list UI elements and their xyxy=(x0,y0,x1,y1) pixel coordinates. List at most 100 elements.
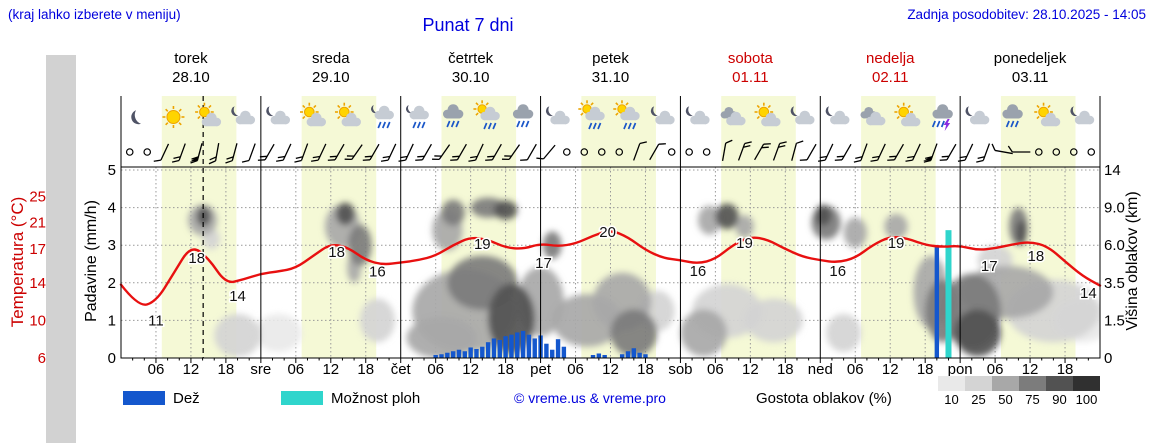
rain-bar xyxy=(596,353,602,358)
rain-bar xyxy=(934,247,940,358)
weather-icon-storm xyxy=(931,104,953,131)
hour-tick-label: 06 xyxy=(707,361,724,378)
rain-bar xyxy=(439,354,444,358)
rain-tick: 1 xyxy=(108,312,116,329)
weather-icon-sun xyxy=(162,106,185,128)
rain-legend-swatch xyxy=(123,391,165,405)
wind-barb-icon xyxy=(415,143,433,161)
rain-tick: 3 xyxy=(108,237,116,254)
cloud-tick: 6.0 xyxy=(1104,237,1125,254)
temp-value-label: 19 xyxy=(888,235,905,252)
temp-value-label: 11 xyxy=(148,312,164,329)
rain-bar xyxy=(468,347,473,358)
day-header: četrtek 30.10 xyxy=(401,49,541,87)
copyright: © vreme.us & vreme.pro xyxy=(514,390,666,406)
cloud-tick: 3.5 xyxy=(1104,275,1125,292)
wind-barb-icon xyxy=(171,143,186,163)
day-name: sreda xyxy=(312,50,350,67)
wind-barb-icon xyxy=(870,143,886,162)
weather-icon-sun-cloud xyxy=(1034,102,1061,127)
day-abbr-label: pon xyxy=(948,361,973,378)
wind-barb-icon xyxy=(536,144,556,160)
wind-barb-icon xyxy=(241,143,256,163)
wind-barb-icon xyxy=(957,143,974,162)
weather-icon-rain xyxy=(512,104,534,128)
rain-bar xyxy=(450,351,456,358)
weather-icon-rain xyxy=(442,104,464,128)
wind-barb-icon xyxy=(721,139,733,161)
rain-tick: 2 xyxy=(108,275,116,292)
weather-icon-cloud xyxy=(720,106,746,126)
rain-bar xyxy=(433,354,438,358)
wind-calm-icon xyxy=(1052,148,1061,156)
weather-icon-cloud-moon xyxy=(825,106,850,125)
day-name: nedelja xyxy=(866,50,915,67)
wind-barb-icon xyxy=(294,143,309,163)
hour-tick-label: 12 xyxy=(462,361,479,378)
wind-barb-icon xyxy=(327,143,345,161)
wind-barb-icon xyxy=(853,143,868,163)
day-name: sobota xyxy=(727,50,773,67)
temp-value-label: 14 xyxy=(1080,285,1097,302)
hour-tick-label: 18 xyxy=(218,361,235,378)
weather-icon-sun-rain xyxy=(473,100,500,130)
day-header: ponedeljek 03.11 xyxy=(960,49,1100,87)
cloud-tick: 1.5 xyxy=(1104,312,1125,329)
day-date: 03.11 xyxy=(1011,69,1049,86)
wind-barb-icon xyxy=(153,143,170,162)
weather-icon-rain-moon xyxy=(406,105,429,129)
weather-icon-cloud-moon xyxy=(266,106,291,125)
wind-barb-icon xyxy=(189,143,203,164)
wind-barb-icon xyxy=(791,140,804,161)
temp-value-label: 20 xyxy=(599,224,616,241)
wind-barb-icon xyxy=(520,143,537,161)
day-abbr-label: sre xyxy=(250,361,271,378)
temp-value-label: 18 xyxy=(328,244,345,261)
day-header: sobota 01.11 xyxy=(680,49,820,87)
weather-icon-cloud xyxy=(860,106,886,126)
rain-bar xyxy=(590,354,596,358)
temp-value-label: 18 xyxy=(1028,248,1045,265)
weather-icon-sun-rain xyxy=(613,100,640,130)
temp-tick: 25 xyxy=(29,188,46,205)
temp-tick: 6 xyxy=(38,350,46,367)
rain-bar xyxy=(544,343,549,358)
rain-bar xyxy=(619,354,625,358)
wind-barb-icon xyxy=(905,143,921,162)
rain-bar xyxy=(631,348,637,358)
weather-icon-sun-cloud xyxy=(894,102,921,127)
hour-tick-label: 12 xyxy=(602,361,619,378)
wind-calm-icon xyxy=(580,148,589,156)
wind-calm-icon xyxy=(1035,148,1043,156)
shower-legend-label: Možnost ploh xyxy=(331,390,421,407)
weather-icon-moon xyxy=(131,110,141,125)
temp-value-label: 16 xyxy=(369,264,386,281)
wind-calm-icon xyxy=(1069,148,1078,156)
temp-value-label: 16 xyxy=(829,263,846,280)
weather-icon-rain xyxy=(1002,104,1023,128)
temp-value-label: 17 xyxy=(981,258,998,275)
cloud-scale: 10 25 50 75 90 100 xyxy=(938,376,1100,407)
temp-tick: 10 xyxy=(29,312,46,329)
day-name: torek xyxy=(174,50,208,67)
cloud-density-legend-label: Gostota oblakov (%) xyxy=(756,390,892,407)
weather-icon-sun-cloud xyxy=(754,102,781,127)
rain-bar xyxy=(480,346,485,358)
temp-value-label: 18 xyxy=(188,250,205,267)
wind-barb-icon xyxy=(1007,145,1031,153)
wind-calm-icon xyxy=(562,148,571,156)
wind-barb-icon xyxy=(834,143,852,161)
hour-tick-label: 06 xyxy=(847,361,864,378)
hour-tick-label: 06 xyxy=(427,361,444,378)
day-abbr-label: čet xyxy=(391,361,412,378)
day-headers: torek 28.10 sreda 29.10 četrtek 30.10 petek 31.… xyxy=(121,49,1100,87)
rain-bar xyxy=(532,338,537,358)
rain-bar xyxy=(491,338,497,358)
rain-bar xyxy=(561,346,567,358)
cloud-scale-swatch xyxy=(992,376,1019,391)
temp-value-label: 17 xyxy=(535,255,552,272)
hour-tick-label: 18 xyxy=(777,361,794,378)
cloud-scale-label: 25 xyxy=(971,392,986,407)
day-header: petek 31.10 xyxy=(541,49,681,87)
